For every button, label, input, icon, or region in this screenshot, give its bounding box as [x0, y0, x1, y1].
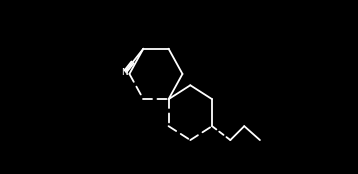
Text: N: N — [121, 68, 127, 77]
